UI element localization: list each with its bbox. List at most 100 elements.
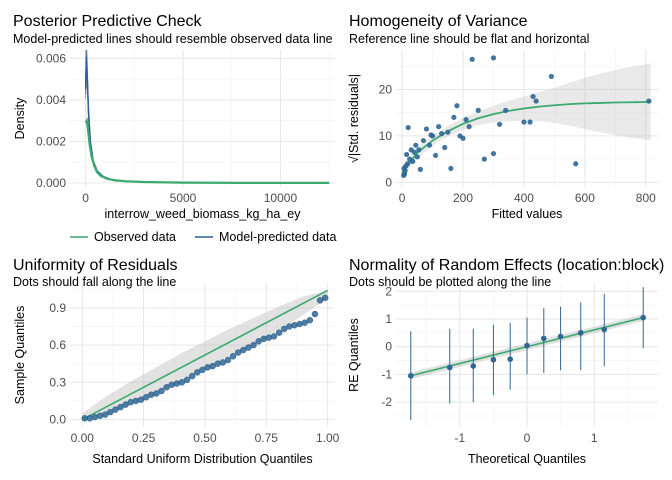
data-point <box>122 401 129 408</box>
data-point <box>429 133 436 139</box>
data-point <box>101 411 109 418</box>
data-point <box>117 403 124 411</box>
data-point <box>306 317 314 324</box>
plot-area <box>407 287 647 421</box>
data-point <box>533 98 539 104</box>
data-point <box>442 144 448 151</box>
x-axis-label: interrow_weed_biomass_kg_ha_ey <box>105 207 302 221</box>
data-point <box>548 73 554 80</box>
data-point <box>250 341 257 349</box>
data-point <box>311 310 319 318</box>
x-tick-label: 200 <box>453 191 473 205</box>
y-axis-label: Sample Quantiles <box>13 306 27 405</box>
x-tick-label: 400 <box>514 191 534 205</box>
fit-line <box>401 101 651 174</box>
data-point <box>420 137 427 144</box>
data-point <box>646 98 652 104</box>
y-tick-label: 0 <box>385 340 392 354</box>
data-point <box>469 56 475 62</box>
data-point <box>404 161 411 167</box>
plot-area <box>401 55 652 179</box>
y-axis-label: Density <box>13 97 27 139</box>
data-point <box>163 384 170 391</box>
data-point <box>219 359 227 366</box>
data-point <box>423 126 430 132</box>
legend-label-predicted: Model-predicted data <box>219 230 336 244</box>
panel-ppc: 0 5000 10000 0.000 0.002 0.004 0.006 Posterior … <box>13 13 336 244</box>
data-point <box>426 142 433 148</box>
data-point <box>301 319 308 326</box>
data-point <box>527 119 533 125</box>
data-point <box>245 344 252 351</box>
data-point <box>414 154 420 160</box>
data-point <box>194 369 201 376</box>
data-point <box>321 294 329 302</box>
y-tick-label: 0.9 <box>49 301 66 315</box>
data-point <box>503 107 509 113</box>
data-point <box>448 165 454 172</box>
data-point <box>255 338 262 345</box>
data-point <box>496 121 503 127</box>
data-point <box>540 335 547 342</box>
data-point <box>507 356 514 362</box>
panel-unif: 0.00 0.25 0.50 0.75 1.00 0.0 0.3 0.6 0.9 Uniformi… <box>13 257 340 466</box>
data-point <box>417 166 423 172</box>
y-tick-label: 10 <box>379 129 393 143</box>
plot-area <box>81 289 329 422</box>
data-point <box>524 342 530 349</box>
data-point <box>402 168 408 174</box>
reference-line <box>81 289 329 421</box>
data-point <box>475 107 481 113</box>
x-tick-label: 0.50 <box>193 431 217 445</box>
data-point <box>640 314 647 321</box>
data-point <box>490 150 497 157</box>
plot-area <box>84 50 330 184</box>
chart-subtitle: Dots should be plotted along the line <box>349 275 551 289</box>
chart-title: Homogeneity of Variance <box>349 13 528 30</box>
data-point <box>436 124 442 130</box>
panel-nre: -1 0 1 -2 -1 0 1 2 Normality of Random Effects (… <box>347 257 664 466</box>
x-axis-label: Fitted values <box>492 207 563 221</box>
x-tick-label: 0 <box>399 191 406 205</box>
y-tick-label: -2 <box>381 395 392 409</box>
data-point <box>463 117 469 123</box>
y-tick-label: 0.0 <box>49 413 66 427</box>
data-point <box>240 346 247 354</box>
confidence-band <box>402 63 651 179</box>
legend-label-observed: Observed data <box>94 230 176 244</box>
y-axis-label: √|Std. residuals| <box>347 74 361 163</box>
data-point <box>521 119 527 125</box>
data-point <box>316 297 324 304</box>
x-tick-label: 0.00 <box>71 431 95 445</box>
data-point <box>433 152 439 159</box>
data-point <box>577 330 584 336</box>
chart-subtitle: Reference line should be flat and horizo… <box>349 32 589 46</box>
y-tick-label: 0.000 <box>36 176 66 190</box>
data-point <box>530 93 536 100</box>
chart-title: Uniformity of Residuals <box>13 257 178 274</box>
panel-hov: 0 200 400 600 800 0 10 20 Homogeneity of Varianc… <box>347 13 658 221</box>
data-point <box>209 362 216 370</box>
data-point <box>557 333 564 340</box>
y-axis-label: RE Quantiles <box>347 318 361 392</box>
data-point <box>178 379 186 386</box>
x-tick-label: 10000 <box>264 191 298 205</box>
y-tick-label: 0 <box>385 175 392 189</box>
data-point <box>275 329 283 336</box>
x-tick-label: 0.25 <box>132 431 156 445</box>
y-tick-label: 20 <box>379 82 393 96</box>
data-point <box>158 387 165 395</box>
data-point <box>446 364 453 371</box>
y-tick-label: 2 <box>385 284 392 298</box>
y-tick-label: 0.6 <box>49 338 66 352</box>
x-tick-label: 0 <box>82 191 89 205</box>
x-tick-label: 5000 <box>170 191 197 205</box>
data-point <box>490 356 497 363</box>
data-point <box>454 103 460 109</box>
x-tick-label: -1 <box>454 431 465 445</box>
data-point <box>183 376 191 384</box>
data-point <box>112 406 119 413</box>
observed-line <box>84 117 330 184</box>
y-tick-label: 0.006 <box>36 51 66 65</box>
